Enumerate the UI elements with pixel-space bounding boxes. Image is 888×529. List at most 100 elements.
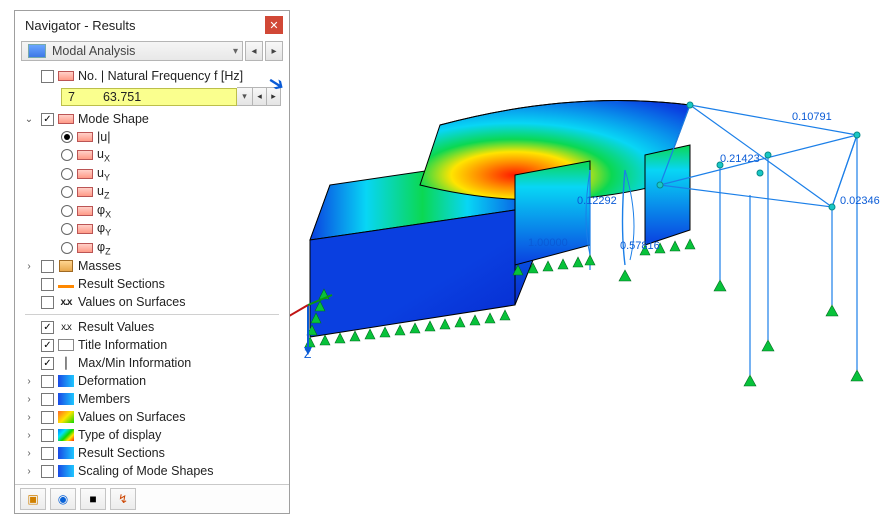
members-icon bbox=[58, 392, 74, 406]
freq-value: 63.751 bbox=[103, 90, 141, 104]
freq-field[interactable]: 7 63.751 bbox=[61, 88, 237, 106]
mode-shape-icon bbox=[58, 112, 74, 126]
freq-prev-button[interactable]: ◂ bbox=[253, 87, 267, 106]
values-surfaces-checkbox[interactable] bbox=[41, 296, 54, 309]
panel-title-text: Navigator - Results bbox=[25, 18, 136, 33]
deformation-label: Deformation bbox=[78, 374, 146, 388]
mode-phiy-label: φY bbox=[97, 221, 111, 238]
members-checkbox[interactable] bbox=[41, 393, 54, 406]
analysis-prev-button[interactable]: ◂ bbox=[245, 41, 263, 61]
model-svg bbox=[290, 55, 888, 510]
value-label-a: 0.10791 bbox=[792, 111, 832, 123]
mode-uz-radio[interactable] bbox=[61, 186, 73, 198]
value-label-c: 0.02346 bbox=[840, 195, 880, 207]
mode-ux-radio[interactable] bbox=[61, 149, 73, 161]
mode-ux-label: uX bbox=[97, 147, 110, 164]
masses-checkbox[interactable] bbox=[41, 260, 54, 273]
deformation-checkbox[interactable] bbox=[41, 375, 54, 388]
values-surfaces2-label: Values on Surfaces bbox=[78, 410, 185, 424]
toolbar-btn-4[interactable]: ↯ bbox=[110, 488, 136, 510]
scaling-checkbox[interactable] bbox=[41, 465, 54, 478]
navigator-panel: Navigator - Results ✕ Modal Analysis ▾ ◂… bbox=[14, 10, 290, 514]
values-surfaces-icon: x.x bbox=[58, 295, 74, 309]
result-sections2-label: Result Sections bbox=[78, 446, 165, 460]
panel-toolbar: Modal Analysis ▾ ◂ ▸ bbox=[21, 41, 283, 61]
expander-display[interactable]: › bbox=[23, 430, 35, 441]
mode-phiz-label: φZ bbox=[97, 240, 111, 257]
freq-dropdown-button[interactable]: ▾ bbox=[237, 87, 253, 106]
toolbar-btn-2[interactable]: ◉ bbox=[50, 488, 76, 510]
scaling-icon bbox=[58, 464, 74, 478]
result-values-checkbox[interactable] bbox=[41, 321, 54, 334]
result-values-icon: x.x bbox=[58, 320, 74, 334]
values-surfaces-label: Values on Surfaces bbox=[78, 295, 185, 309]
freq-no: 7 bbox=[68, 90, 75, 104]
masses-icon bbox=[58, 259, 74, 273]
analysis-dropdown-label: Modal Analysis bbox=[52, 44, 135, 58]
value-label-d: 0.12292 bbox=[577, 195, 617, 207]
freq-next-button[interactable]: ▸ bbox=[267, 87, 281, 106]
toolbar-btn-1[interactable]: ▣ bbox=[20, 488, 46, 510]
analysis-dropdown[interactable]: Modal Analysis ▾ bbox=[21, 41, 243, 61]
mode-phix-radio[interactable] bbox=[61, 205, 73, 217]
maxmin-label: Max/Min Information bbox=[78, 356, 191, 370]
title-info-icon bbox=[58, 338, 74, 352]
expander-mode-shape[interactable]: ⌄ bbox=[23, 114, 35, 125]
panel-titlebar: Navigator - Results ✕ bbox=[15, 11, 289, 39]
toolbar-btn-3[interactable]: ■ bbox=[80, 488, 106, 510]
value-label-f: 0.57816 bbox=[620, 240, 660, 252]
masses-label: Masses bbox=[78, 259, 121, 273]
deformation-icon bbox=[58, 374, 74, 388]
panel-bottom-toolbar: ▣ ◉ ■ ↯ bbox=[15, 484, 289, 513]
row-result-sections: Result Sections bbox=[21, 275, 283, 293]
expander-masses[interactable]: › bbox=[23, 261, 35, 272]
expander-scaling[interactable]: › bbox=[23, 466, 35, 477]
row-mode-shape: ⌄ Mode Shape bbox=[21, 110, 283, 128]
freq-header-label: No. | Natural Frequency f [Hz] bbox=[78, 69, 243, 83]
mode-shape-checkbox[interactable] bbox=[41, 113, 54, 126]
expander-values-surfaces2[interactable]: › bbox=[23, 412, 35, 423]
mode-uz-label: uZ bbox=[97, 184, 109, 201]
panel-close-button[interactable]: ✕ bbox=[265, 16, 283, 34]
expander-result-sections2[interactable]: › bbox=[23, 448, 35, 459]
mode-shape-label: Mode Shape bbox=[78, 112, 149, 126]
title-info-label: Title Information bbox=[78, 338, 167, 352]
result-sections2-checkbox[interactable] bbox=[41, 447, 54, 460]
row-values-surfaces: x.x Values on Surfaces bbox=[21, 293, 283, 311]
freq-checkbox[interactable] bbox=[41, 70, 54, 83]
axis-z-label: Z bbox=[304, 347, 311, 361]
display-label: Type of display bbox=[78, 428, 161, 442]
row-freq-header: No. | Natural Frequency f [Hz] bbox=[21, 67, 283, 85]
separator bbox=[25, 314, 279, 315]
display-icon bbox=[58, 428, 74, 442]
values-surfaces2-checkbox[interactable] bbox=[41, 411, 54, 424]
maxmin-icon: ⎮ bbox=[58, 356, 74, 370]
display-checkbox[interactable] bbox=[41, 429, 54, 442]
analysis-next-button[interactable]: ▸ bbox=[265, 41, 283, 61]
values-surfaces2-icon bbox=[58, 410, 74, 424]
freq-selector: 7 63.751 ▾ ◂ ▸ ➔ bbox=[61, 87, 281, 106]
mode-phix-label: φX bbox=[97, 203, 111, 220]
result-sections-label: Result Sections bbox=[78, 277, 165, 291]
mode-uy-radio[interactable] bbox=[61, 168, 73, 180]
members-label: Members bbox=[78, 392, 130, 406]
row-masses: › Masses bbox=[21, 257, 283, 275]
title-info-checkbox[interactable] bbox=[41, 339, 54, 352]
maxmin-checkbox[interactable] bbox=[41, 357, 54, 370]
result-values-label: Result Values bbox=[78, 320, 154, 334]
mode-u-label: |u| bbox=[97, 130, 110, 144]
scaling-label: Scaling of Mode Shapes bbox=[78, 464, 214, 478]
result-sections-icon bbox=[58, 277, 74, 291]
analysis-icon bbox=[28, 44, 46, 58]
model-view[interactable]: 0.10791 0.21423 0.02346 0.12292 1.00000 … bbox=[290, 55, 888, 510]
expander-deformation[interactable]: › bbox=[23, 376, 35, 387]
result-sections2-icon bbox=[58, 446, 74, 460]
value-label-e: 1.00000 bbox=[528, 237, 568, 249]
mode-u-radio[interactable] bbox=[61, 131, 73, 143]
expander-members[interactable]: › bbox=[23, 394, 35, 405]
dropdown-caret-icon: ▾ bbox=[233, 46, 238, 57]
mode-phiz-radio[interactable] bbox=[61, 242, 73, 254]
mode-phiy-radio[interactable] bbox=[61, 223, 73, 235]
mode-uy-label: uY bbox=[97, 166, 110, 183]
result-sections-checkbox[interactable] bbox=[41, 278, 54, 291]
